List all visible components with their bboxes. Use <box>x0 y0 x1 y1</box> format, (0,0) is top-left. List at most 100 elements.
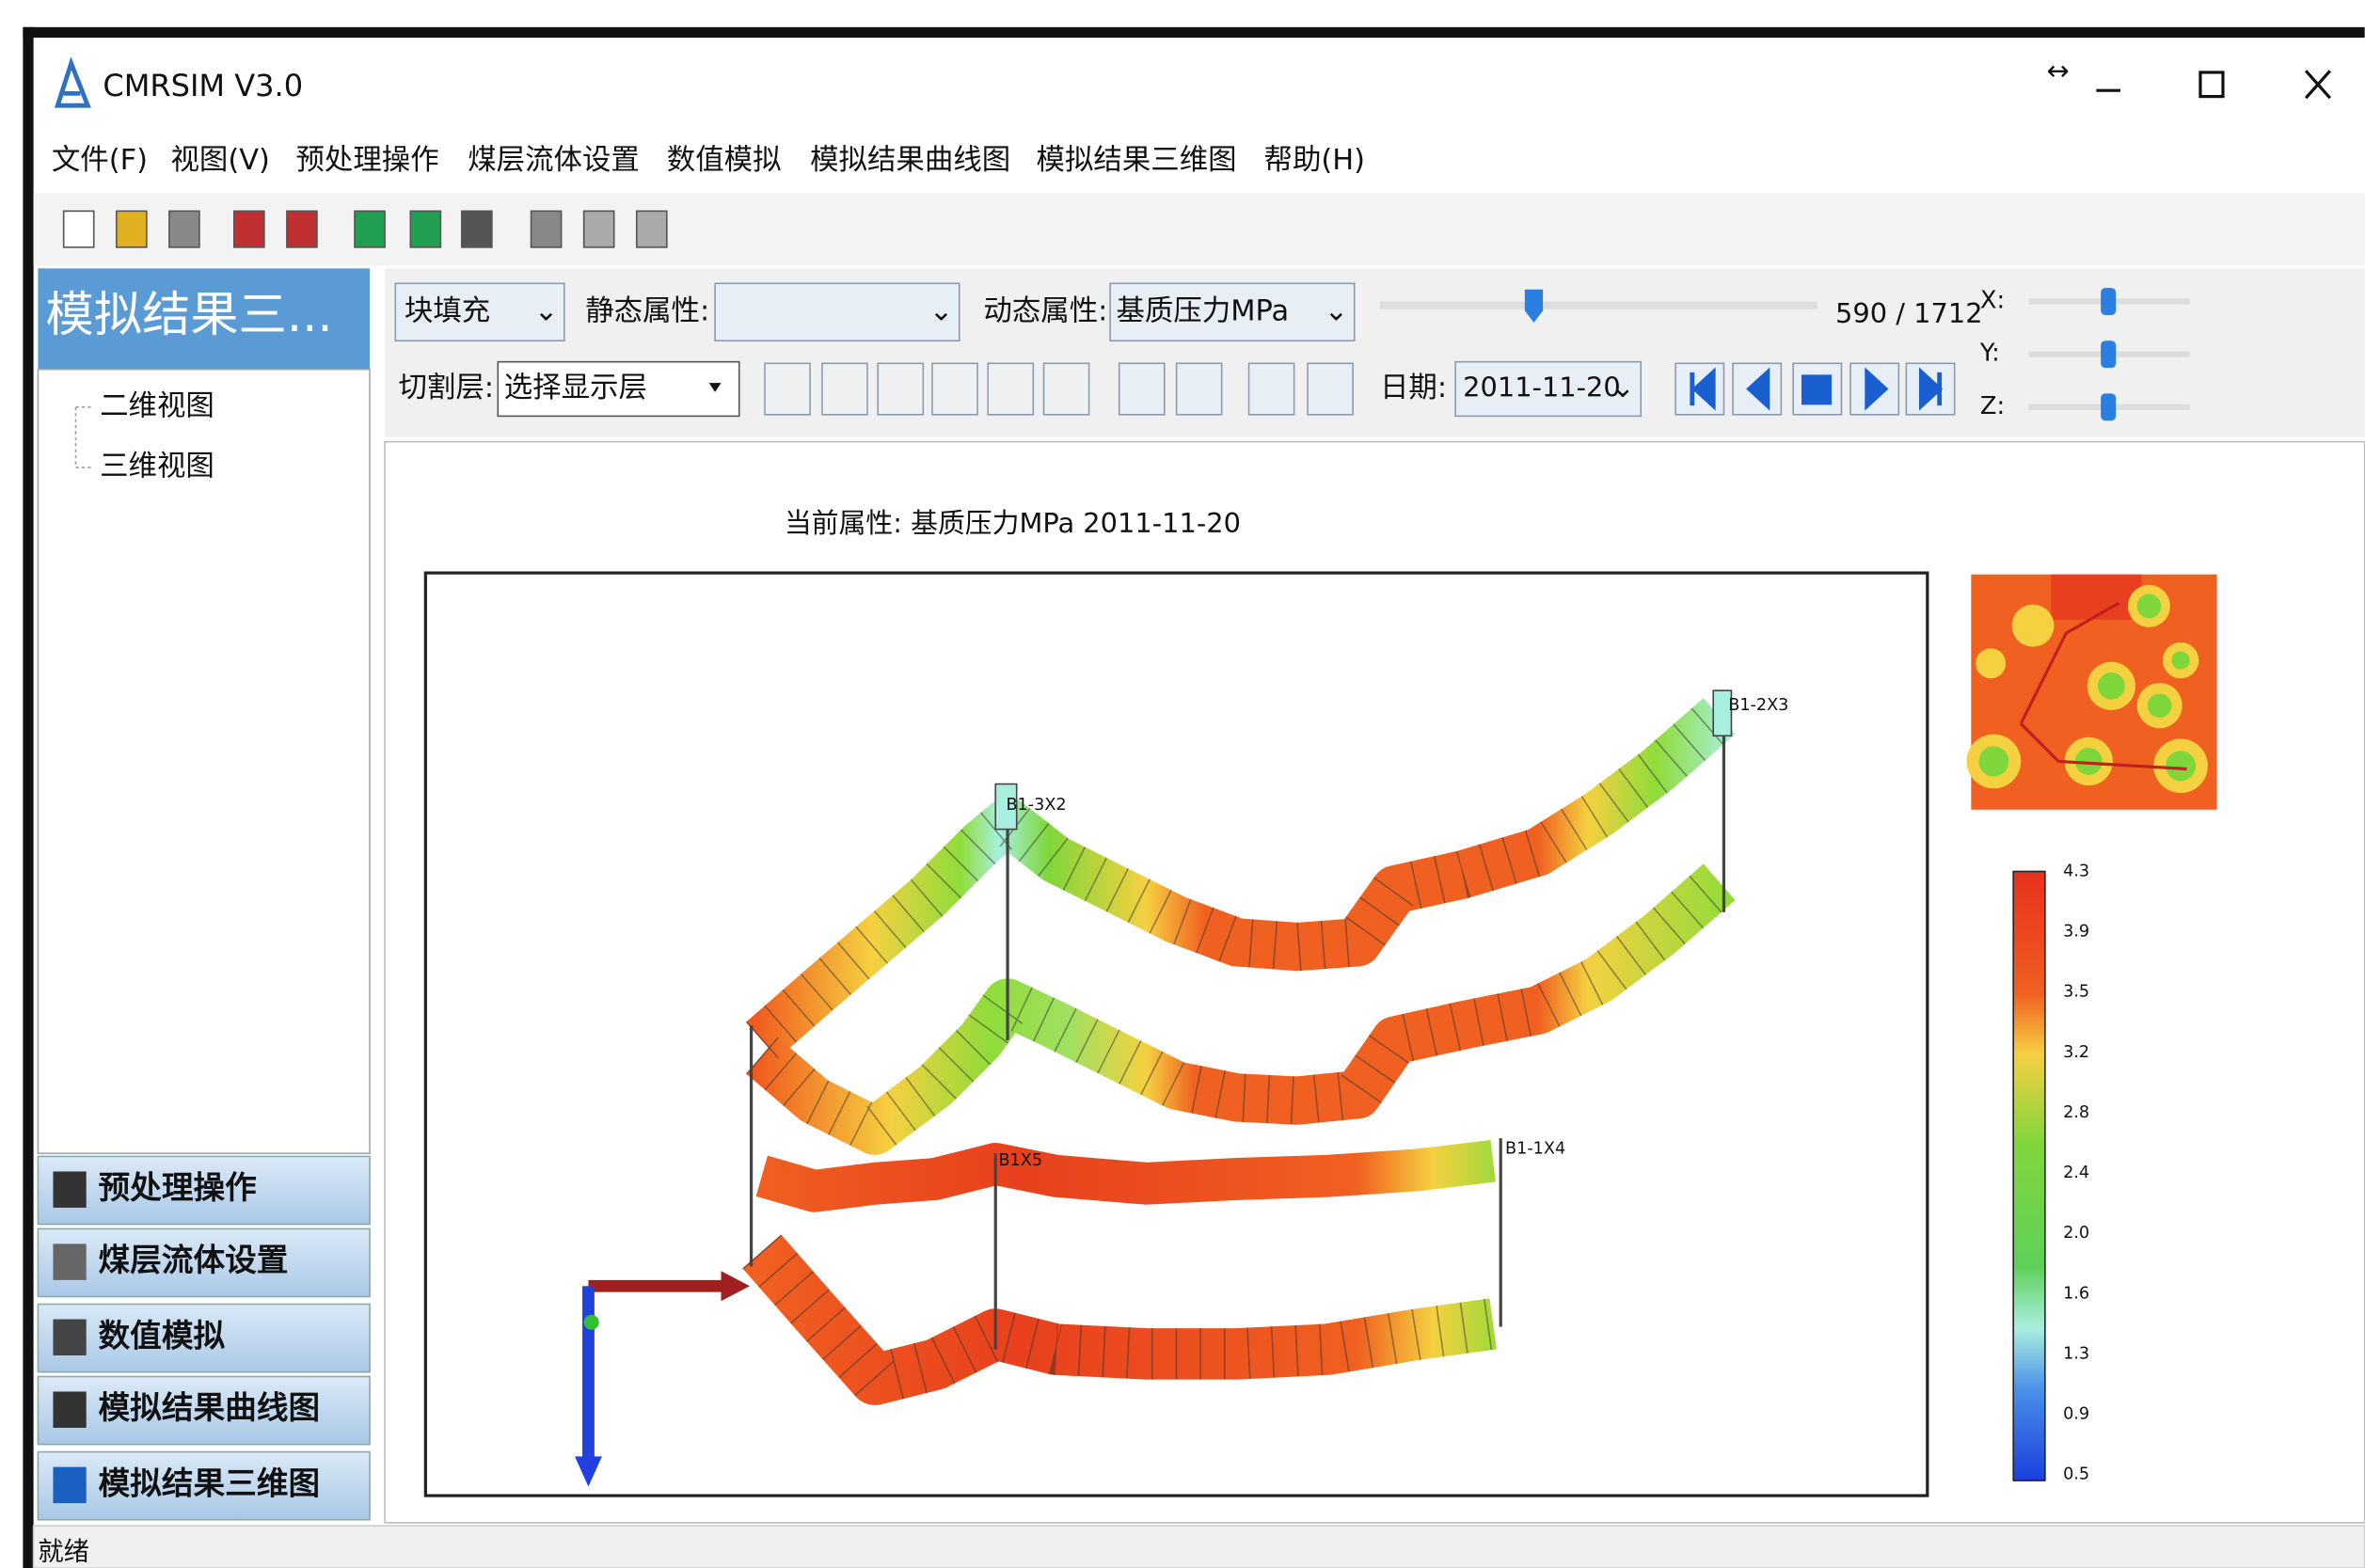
view-button[interactable] <box>1118 362 1166 416</box>
sidebar-button[interactable] <box>37 1155 371 1226</box>
colorbar-tick: 0.9 <box>2063 1405 2089 1424</box>
sidebar-button[interactable] <box>37 1375 371 1446</box>
colorbar-tick: 3.2 <box>2063 1043 2089 1062</box>
sidebar-button-label: 煤层流体设置 <box>99 1242 289 1278</box>
sidebar-header: 模拟结果三... <box>45 287 332 343</box>
time-slider[interactable] <box>1379 301 1817 309</box>
playback-icon <box>1919 367 1944 411</box>
menu-item[interactable]: 帮助(H) <box>1264 144 1366 177</box>
x-label: X: <box>1980 287 2005 315</box>
fill-mode: 块填充 <box>405 294 490 327</box>
time-slider-thumb[interactable] <box>1524 289 1544 324</box>
sidebar-icon <box>53 1243 87 1280</box>
tree-item[interactable]: 三维视图 <box>100 450 214 483</box>
colorbar <box>2012 870 2046 1481</box>
playback-icon <box>1865 367 1889 411</box>
well-label: B1-2X3 <box>1728 696 1788 715</box>
cut-value: 选择显示层 <box>504 372 647 404</box>
toolbar-button[interactable] <box>115 210 148 248</box>
colorbar-tick: 4.3 <box>2063 862 2089 880</box>
view-button[interactable] <box>1307 362 1354 416</box>
x-axis-arrowhead <box>721 1271 750 1302</box>
colorbar-tick: 2.4 <box>2063 1164 2089 1182</box>
axis-slider-thumb[interactable] <box>2101 288 2117 316</box>
toolbar-button[interactable] <box>409 210 442 248</box>
colorbar-tick: 1.6 <box>2063 1284 2089 1303</box>
toolbar-button[interactable] <box>286 210 318 248</box>
toolbar-button[interactable] <box>582 210 615 248</box>
frame-left <box>23 26 34 1568</box>
dynamic-value: 基质压力MPa <box>1116 294 1289 327</box>
date-combo[interactable] <box>1454 360 1643 418</box>
toolbar-button[interactable] <box>354 210 386 248</box>
menu-item[interactable]: 煤层流体设置 <box>468 144 640 177</box>
tree-panel <box>37 368 371 1155</box>
static-combo[interactable] <box>714 282 960 342</box>
close-button[interactable] <box>2304 70 2331 100</box>
menu-item[interactable]: 模拟结果曲线图 <box>810 144 1010 177</box>
block-edges <box>746 863 1736 1155</box>
cut-combo[interactable] <box>497 360 740 418</box>
dynamic-combo[interactable] <box>1109 282 1356 342</box>
z-axis-arrowhead <box>575 1456 602 1487</box>
layer-button[interactable] <box>1042 362 1090 416</box>
toolbar-button[interactable] <box>530 210 563 248</box>
layer-button[interactable] <box>764 362 811 416</box>
menu-item[interactable]: 文件(F) <box>52 144 148 177</box>
menu-item[interactable]: 预处理操作 <box>296 144 439 177</box>
sidebar-button-label: 模拟结果三维图 <box>99 1465 321 1501</box>
layer-button[interactable] <box>987 362 1035 416</box>
tree-item[interactable]: 二维视图 <box>100 389 214 422</box>
sidebar-button[interactable] <box>37 1450 371 1521</box>
combo-arrow: ⌄ <box>1325 294 1349 327</box>
layer-button[interactable] <box>931 362 978 416</box>
toolbar-button[interactable] <box>635 210 668 248</box>
sidebar-icon <box>53 1171 87 1208</box>
sidebar-button[interactable] <box>37 1303 371 1373</box>
layer-button[interactable] <box>877 362 925 416</box>
well-head <box>1712 689 1733 737</box>
view-button[interactable] <box>1247 362 1295 416</box>
layer-band <box>755 1139 1496 1212</box>
sidebar-icon <box>53 1466 87 1504</box>
playback-button[interactable] <box>1849 362 1900 416</box>
playback-icon <box>1690 367 1716 411</box>
minimap <box>1966 574 2217 810</box>
combo-arrow <box>708 383 722 392</box>
toolbar-button[interactable] <box>62 210 95 248</box>
sidebar-button[interactable] <box>37 1227 371 1298</box>
sidebar-icon <box>53 1391 87 1428</box>
well-bands <box>742 698 1736 1405</box>
sidebar-icon <box>53 1319 87 1355</box>
well-label: B1-1X4 <box>1505 1139 1565 1158</box>
block-edges <box>742 1234 1497 1405</box>
maximize-button[interactable] <box>2198 71 2225 99</box>
view-button[interactable] <box>1175 362 1223 416</box>
combo-arrow: ⌄ <box>1611 372 1635 404</box>
fill-mode-combo[interactable] <box>394 282 565 342</box>
menu-item[interactable]: 模拟结果三维图 <box>1037 144 1237 177</box>
colorbar-tick: 2.0 <box>2063 1224 2089 1243</box>
axis-slider-thumb[interactable] <box>2101 393 2117 421</box>
date-value: 2011-11-20 <box>1463 372 1621 404</box>
layer-button[interactable] <box>821 362 868 416</box>
status-bar <box>32 1525 2365 1568</box>
playback-icon <box>1801 374 1833 405</box>
date-label: 日期: <box>1380 372 1447 404</box>
combo-arrow: ⌄ <box>929 294 954 327</box>
playback-icon <box>1746 367 1770 411</box>
sidebar-button-label: 预处理操作 <box>99 1169 257 1206</box>
sidebar-button-label: 数值模拟 <box>99 1317 226 1354</box>
menu-item[interactable]: 视图(V) <box>170 144 269 177</box>
toolbar-button[interactable] <box>168 210 200 248</box>
menu-item[interactable]: 数值模拟 <box>667 144 782 177</box>
status-text: 就绪 <box>38 1537 88 1566</box>
static-label: 静态属性: <box>585 294 709 327</box>
axis-slider-thumb[interactable] <box>2101 341 2117 369</box>
toolbar-button[interactable] <box>232 210 265 248</box>
window-title: CMRSIM V3.0 <box>103 68 303 103</box>
resize-button[interactable]: ↔ <box>2046 55 2069 87</box>
layer-band <box>745 698 1736 1059</box>
toolbar-button[interactable] <box>461 210 493 248</box>
